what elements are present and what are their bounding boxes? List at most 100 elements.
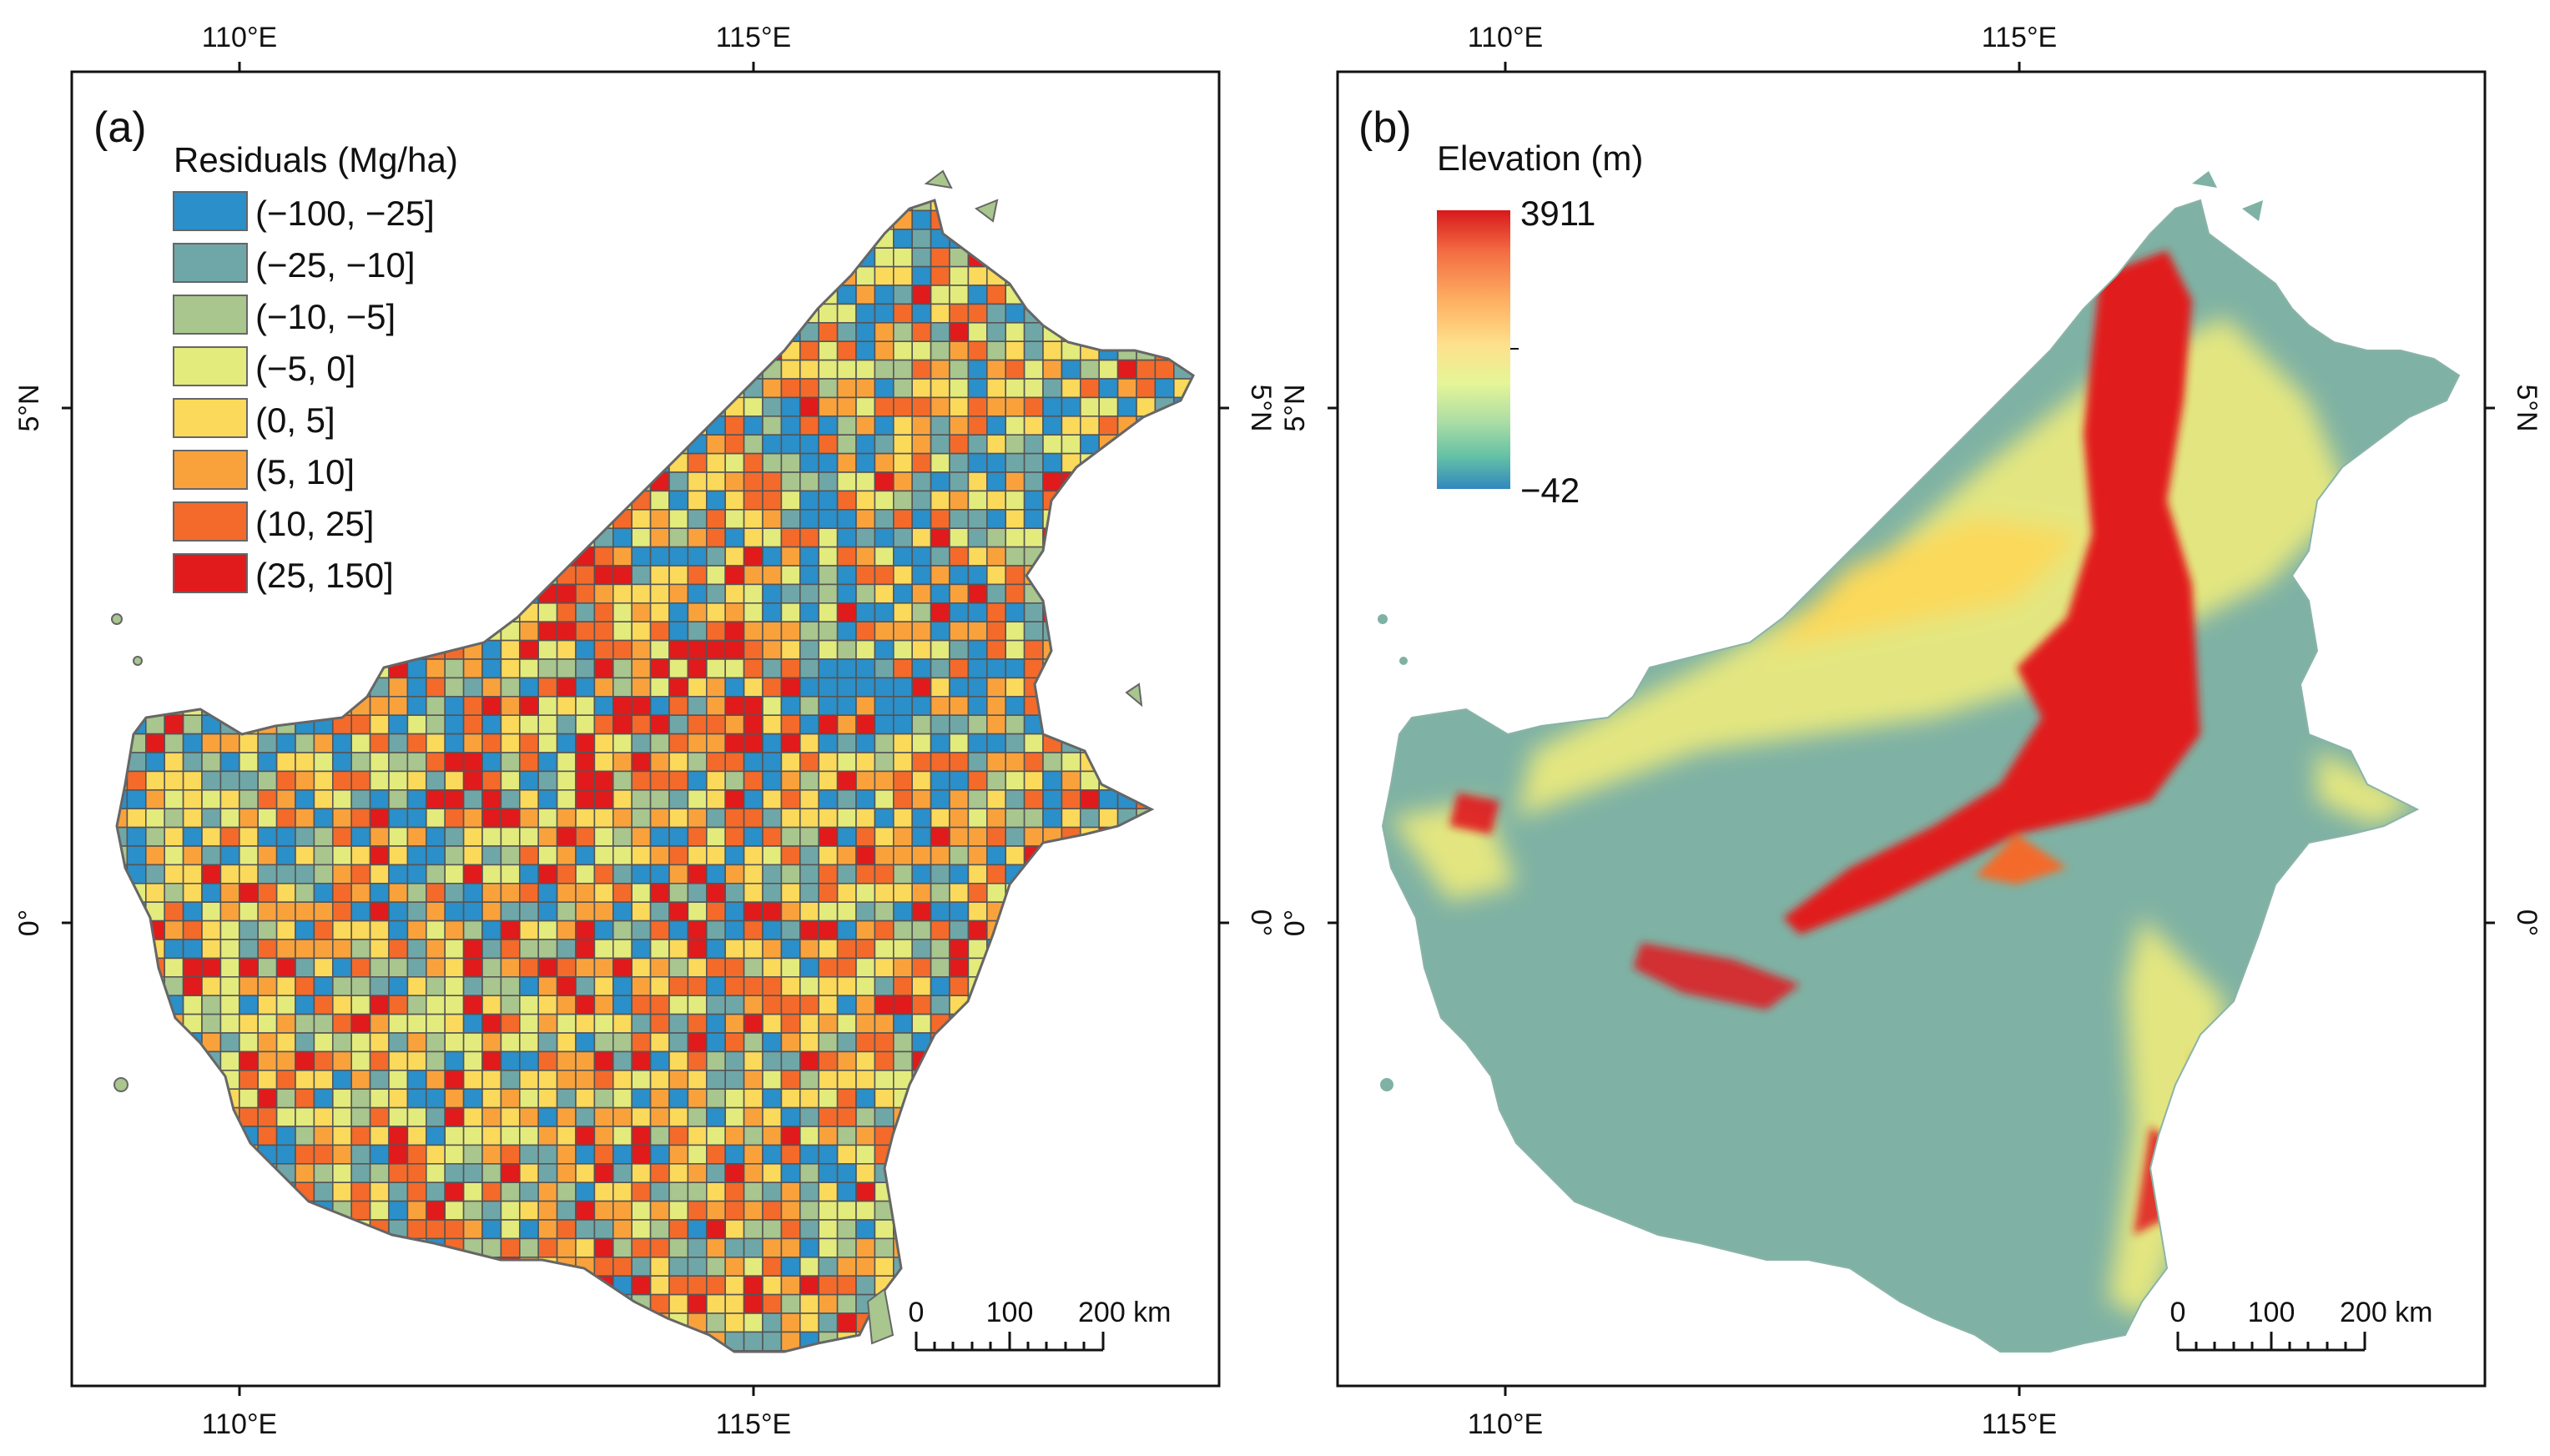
residual-cell [313,1126,334,1146]
residual-cell [818,677,839,698]
residual-cell [593,1050,614,1071]
residual-cell [369,901,390,922]
residual-cell [893,621,914,642]
residual-cell [406,1126,427,1146]
residual-cell [818,527,839,548]
residual-cell [631,1163,652,1184]
residual-cell [593,919,614,940]
residual-cell [631,695,652,716]
residual-cell [818,1237,839,1258]
residual-cell [818,1257,839,1277]
residual-cell [537,770,558,791]
residual-cell [238,995,259,1015]
residual-cell [705,733,726,753]
residual-cell [295,845,315,866]
residual-cell [818,1013,839,1034]
residual-cell [500,883,521,904]
residual-cell [724,1293,745,1314]
residual-cell [762,1200,783,1221]
residual-cell [295,1144,315,1165]
residual-cell [687,1144,708,1165]
residual-cell [238,901,259,922]
residual-cell [874,808,895,829]
residual-cell [257,901,278,922]
residual-cell [257,1070,278,1091]
residual-cell [855,919,876,940]
residual-cell [874,378,895,399]
residual-cell [238,1088,259,1109]
residual-cell [257,1050,278,1071]
residual-cell [219,808,240,829]
residual-cell [295,826,315,847]
residual-cell [331,1106,352,1127]
residual-cell [537,714,558,735]
residual-cell [762,845,783,866]
residual-cell [481,658,502,679]
residual-cell [818,1070,839,1091]
residual-cell [799,434,819,455]
residual-cell [855,508,876,529]
residual-cell [295,752,315,773]
residual-cell [893,752,914,773]
residual-cell [855,995,876,1015]
residual-cell [743,939,763,960]
residual-cell [500,658,521,679]
residual-cell [182,770,203,791]
residual-cell [425,826,446,847]
residual-cell [780,1144,801,1165]
residual-cell [1042,808,1063,829]
residual-cell [257,826,278,847]
residual-cell [687,939,708,960]
residual-cell [649,1200,670,1221]
residual-cell [930,770,950,791]
residual-cell [818,434,839,455]
residual-cell [855,583,876,604]
residual-cell [949,826,970,847]
residual-cell [893,602,914,622]
residual-cell [219,883,240,904]
residual-cell [836,527,857,548]
residual-cell [350,1032,371,1053]
residual-cell [818,1275,839,1296]
residual-cell [874,621,895,642]
residual-cell [836,490,857,511]
residual-cell [836,826,857,847]
residual-cell [855,396,876,417]
residual-cell [705,1088,726,1109]
residual-cell [911,677,932,698]
residual-cell [331,957,352,978]
residual-cell [556,733,577,753]
residual-cell [967,508,988,529]
residual-cell [462,1219,483,1240]
residual-cell [1042,434,1063,455]
residual-cell [780,1070,801,1091]
residual-cell [818,378,839,399]
residual-cell [556,1126,577,1146]
residual-cell [369,714,390,735]
residual-cell [425,1200,446,1221]
residual-cell [406,883,427,904]
residual-cell [762,976,783,997]
residual-cell [612,565,632,586]
residual-cell [967,639,988,660]
residual-cell [388,883,409,904]
residual-cell [537,695,558,716]
residual-cell [967,285,988,305]
residual-cell [949,714,970,735]
residual-cell [481,695,502,716]
panel-b-left-tick-5n: 5°N [1279,384,1311,431]
panel-a-ticks [62,62,1229,1396]
residual-cell [500,1126,521,1146]
residual-cell [575,733,596,753]
residual-cell [145,733,166,753]
residual-cell [406,939,427,960]
residual-cell [257,1032,278,1053]
residual-cell [201,1013,222,1034]
residual-cell [350,995,371,1015]
residual-cell [369,788,390,809]
residual-cell [219,788,240,809]
residual-cell [855,957,876,978]
residual-cell [668,957,689,978]
residual-cell [724,1219,745,1240]
residual-cell [537,1237,558,1258]
